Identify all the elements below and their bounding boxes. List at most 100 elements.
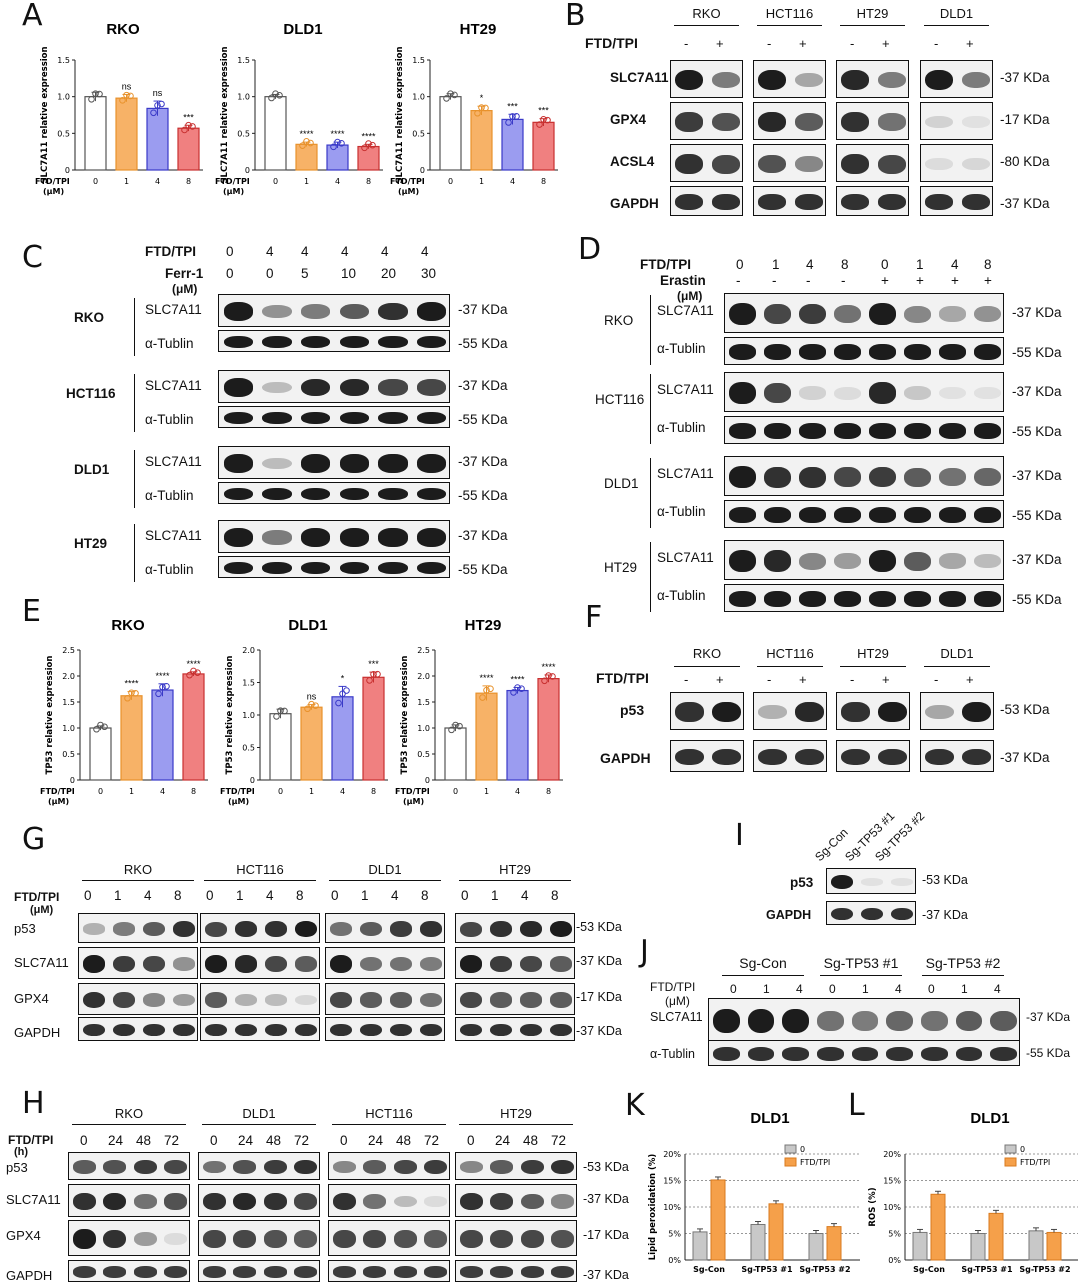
blot-band — [294, 1230, 318, 1248]
time-value: 72 — [424, 1133, 440, 1148]
data-point — [334, 138, 341, 146]
blot-band — [419, 921, 443, 937]
cell-line-label: RKO — [692, 646, 722, 661]
data-point — [505, 119, 512, 126]
bar — [988, 1212, 1004, 1261]
blot-band — [961, 116, 990, 128]
erastin-value: - — [806, 273, 811, 288]
data-point — [549, 673, 556, 680]
blot-band — [393, 1195, 417, 1208]
x-tick-label: Sg-Con — [913, 1265, 945, 1274]
treatment-plus: + — [716, 36, 724, 51]
time-value: 0 — [340, 1133, 348, 1148]
kda-marker: -37 KDa — [1012, 468, 1062, 483]
protein-label: p53 — [620, 702, 645, 718]
blot-band — [363, 1230, 387, 1248]
x-tick-label: 0 — [448, 177, 453, 186]
header-underline — [840, 25, 905, 26]
kda-marker: -37 KDa — [458, 528, 508, 543]
chart-title: DLD1 — [750, 1110, 789, 1127]
blot-band — [339, 528, 369, 547]
bar — [151, 689, 174, 781]
significance-label: **** — [155, 671, 170, 681]
blot-band — [904, 551, 931, 571]
kda-marker: -37 KDa — [576, 1024, 622, 1038]
blot-band — [520, 1266, 544, 1278]
blot-strip — [724, 584, 1004, 612]
blot-band — [830, 907, 854, 921]
protein-label: GAPDH — [14, 1025, 61, 1040]
data-point — [510, 689, 517, 696]
y-tick-label: 0 — [245, 166, 250, 175]
blot-band — [764, 466, 791, 488]
group-bracket — [650, 295, 651, 365]
header-underline — [459, 1124, 573, 1125]
blot-band — [294, 1193, 318, 1210]
treatment-label: FTD/TPI — [585, 35, 638, 51]
blot-band — [841, 154, 870, 174]
blot-band — [925, 115, 954, 129]
erastin-label: Erastin — [660, 273, 706, 288]
x-tick-label: 4 — [510, 177, 515, 186]
blot-band — [519, 1023, 543, 1037]
blot-strip — [455, 1017, 575, 1041]
chart-title: RKO — [111, 617, 145, 634]
kda-marker: -55 KDa — [458, 412, 508, 427]
data-point — [509, 113, 516, 120]
blot-band — [519, 920, 543, 938]
protein-label: α-Tublin — [145, 336, 194, 351]
blot-band — [764, 507, 791, 523]
data-point — [276, 92, 283, 99]
blot-band — [939, 344, 966, 360]
header-underline — [757, 25, 822, 26]
time-value: 0 — [467, 1133, 475, 1148]
x-axis-unit: (μM) — [48, 797, 69, 806]
blot-strip — [218, 520, 450, 553]
bar — [115, 97, 138, 171]
header-underline — [924, 666, 990, 667]
blot-band — [974, 467, 1001, 487]
blot-band — [82, 955, 106, 973]
protein-label: SLC7A11 — [650, 1010, 703, 1024]
blot-band — [834, 423, 861, 439]
significance-label: ns — [122, 81, 132, 91]
bar — [331, 696, 354, 781]
cell-line-label: HT29 — [604, 560, 638, 575]
blot-band — [223, 335, 253, 349]
protein-label: α-Tublin — [650, 1047, 695, 1061]
blot-band — [729, 466, 756, 488]
blot-strip — [753, 740, 827, 772]
x-tick-label: 1 — [309, 787, 314, 796]
dose-value: 0 — [829, 982, 836, 996]
blot-band — [782, 1008, 809, 1034]
bar-chart-e-dld1: DLD1 0 0.5 1.0 1.5 2.0 TP53 relative expressio… — [220, 617, 388, 806]
chart-title: DLD1 — [288, 617, 327, 634]
blot-band — [363, 1194, 387, 1209]
y-tick-label: 2.0 — [242, 646, 255, 655]
y-tick-label: 2.0 — [417, 672, 430, 681]
y-tick-label: 1.5 — [242, 679, 255, 688]
blot-band — [860, 878, 884, 886]
blot-band — [712, 748, 741, 766]
blot-band — [300, 561, 331, 575]
blot-band — [794, 155, 823, 173]
kda-marker: -80 KDa — [1000, 154, 1050, 169]
bar — [1028, 1230, 1044, 1261]
blot-strip — [78, 983, 198, 1015]
treatment-minus: - — [934, 672, 939, 687]
blot-band — [164, 1266, 188, 1278]
bar — [326, 144, 349, 171]
blot-band — [112, 922, 136, 936]
y-tick-label: 0.5 — [242, 744, 255, 753]
bar — [1046, 1231, 1062, 1261]
blot-strip — [198, 1152, 320, 1180]
header-underline — [459, 880, 571, 881]
y-tick-label: 0.5 — [237, 129, 250, 138]
blot-band — [459, 992, 483, 1008]
blot-band — [758, 154, 787, 174]
x-axis-unit: (μM) — [228, 797, 249, 806]
blot-band — [799, 386, 826, 400]
blot-strip — [724, 500, 1004, 528]
blot-band — [332, 1230, 356, 1248]
blot-strip — [920, 144, 993, 182]
